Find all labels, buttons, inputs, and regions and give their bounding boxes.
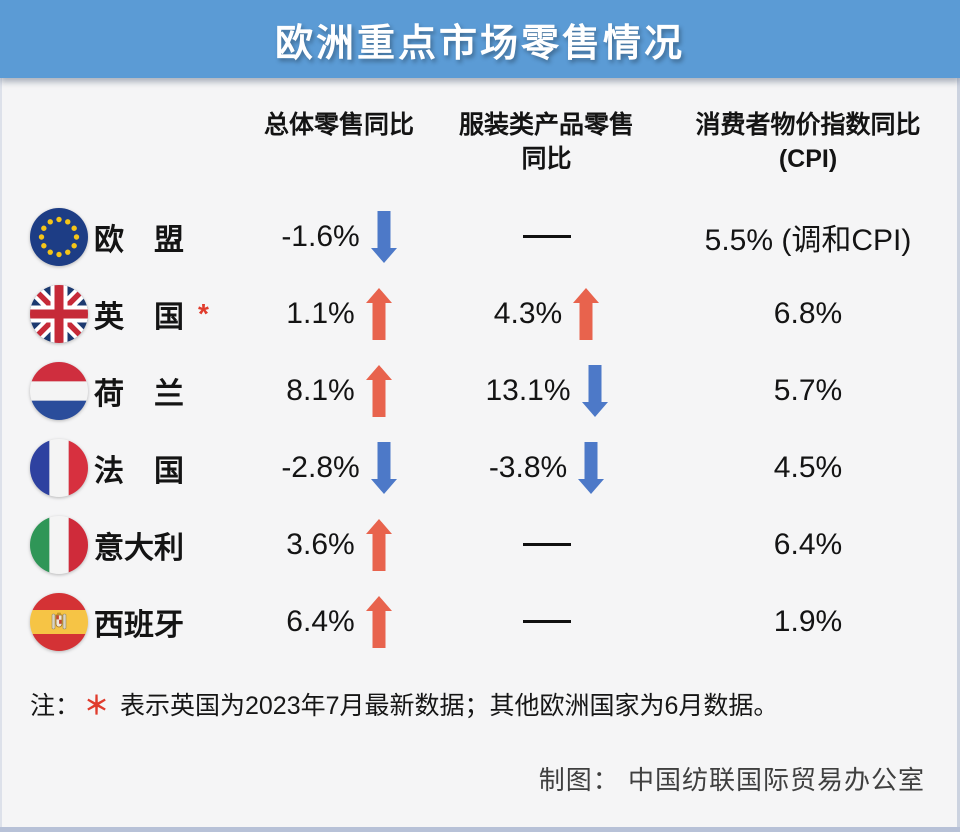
clothing-retail-cell bbox=[434, 620, 659, 623]
up-arrow-icon bbox=[366, 288, 392, 340]
table-row: 荷 兰 8.1% 13.1% 5.7% bbox=[2, 352, 957, 429]
spain-flag-icon bbox=[30, 593, 88, 651]
column-header-row: 总体零售同比 服装类产品零售 同比 消费者物价指数同比 (CPI) bbox=[2, 108, 957, 196]
table-row: 西班牙 6.4% 1.9% bbox=[2, 583, 957, 660]
country-name: 英 国 * bbox=[94, 297, 209, 334]
clothing-retail-cell: 4.3% bbox=[434, 288, 659, 340]
up-arrow-icon bbox=[366, 596, 392, 648]
overall-retail-cell: -1.6% bbox=[244, 211, 434, 263]
down-arrow-icon bbox=[371, 442, 397, 494]
column-header-clothing-retail: 服装类产品零售 同比 bbox=[458, 111, 634, 173]
no-data-dash bbox=[522, 620, 571, 623]
up-arrow-icon bbox=[573, 288, 599, 340]
up-arrow-icon bbox=[366, 365, 392, 417]
overall-retail-cell: 6.4% bbox=[244, 596, 434, 648]
no-data-dash bbox=[522, 543, 571, 546]
down-arrow-icon bbox=[578, 442, 604, 494]
no-data-dash bbox=[522, 235, 571, 238]
column-header-overall-retail: 总体零售同比 bbox=[263, 111, 414, 139]
down-arrow-icon bbox=[582, 365, 608, 417]
cpi-cell: 5.7% bbox=[773, 373, 843, 407]
overall-retail-cell: 3.6% bbox=[244, 519, 434, 571]
uk-flag-icon bbox=[30, 285, 88, 343]
title-bar: 欧洲重点市场零售情况 bbox=[0, 0, 960, 78]
country-name: 法 国 bbox=[94, 454, 184, 488]
table-rows: 欧 盟 -1.6% 5.5% (调和CPI) 英 国 bbox=[2, 198, 957, 660]
down-arrow-icon bbox=[371, 211, 397, 263]
eu-flag-icon bbox=[30, 208, 88, 266]
country-name: 意大利 bbox=[94, 531, 184, 565]
italy-flag-icon bbox=[30, 516, 88, 574]
footnote-prefix: 注： bbox=[30, 692, 81, 720]
clothing-retail-cell bbox=[434, 235, 659, 238]
up-arrow-icon bbox=[366, 519, 392, 571]
france-flag-icon bbox=[30, 439, 88, 497]
clothing-retail-cell bbox=[434, 543, 659, 546]
cpi-cell: 1.9% bbox=[773, 604, 843, 638]
footnote-text: 表示英国为2023年7月最新数据；其他欧洲国家为6月数据。 bbox=[113, 692, 779, 720]
page-title: 欧洲重点市场零售情况 bbox=[274, 22, 685, 65]
credit-line: 制图： 中国纺联国际贸易办公室 bbox=[538, 765, 925, 795]
cpi-cell: 6.8% bbox=[773, 296, 843, 330]
clothing-retail-cell: -3.8% bbox=[434, 442, 659, 494]
table-row: 欧 盟 -1.6% 5.5% (调和CPI) bbox=[2, 198, 957, 275]
uk-footnote-asterisk: * bbox=[198, 297, 209, 329]
overall-retail-cell: 8.1% bbox=[244, 365, 434, 417]
overall-retail-cell: -2.8% bbox=[244, 442, 434, 494]
table-row: 英 国 * 1.1% 4.3% 6.8% bbox=[2, 275, 957, 352]
bottom-accent-bar bbox=[0, 827, 960, 832]
table-area: 总体零售同比 服装类产品零售 同比 消费者物价指数同比 (CPI) 欧 盟 -1… bbox=[0, 78, 960, 827]
column-header-cpi: 消费者物价指数同比 (CPI) bbox=[695, 111, 921, 173]
cpi-cell: 5.5% (调和CPI) bbox=[704, 223, 912, 257]
overall-retail-cell: 1.1% bbox=[244, 288, 434, 340]
netherlands-flag-icon bbox=[30, 362, 88, 420]
clothing-retail-cell: 13.1% bbox=[434, 365, 659, 417]
footnote: 注： ＊ 表示英国为2023年7月最新数据；其他欧洲国家为6月数据。 bbox=[2, 686, 957, 722]
cpi-cell: 6.4% bbox=[773, 527, 843, 561]
country-name: 西班牙 bbox=[94, 608, 184, 642]
cpi-cell: 4.5% bbox=[773, 450, 843, 484]
footnote-asterisk: ＊ bbox=[84, 692, 110, 720]
country-name: 荷 兰 bbox=[94, 377, 184, 411]
country-name: 欧 盟 bbox=[94, 223, 184, 257]
table-row: 意大利 3.6% 6.4% bbox=[2, 506, 957, 583]
table-row: 法 国 -2.8% -3.8% 4.5% bbox=[2, 429, 957, 506]
